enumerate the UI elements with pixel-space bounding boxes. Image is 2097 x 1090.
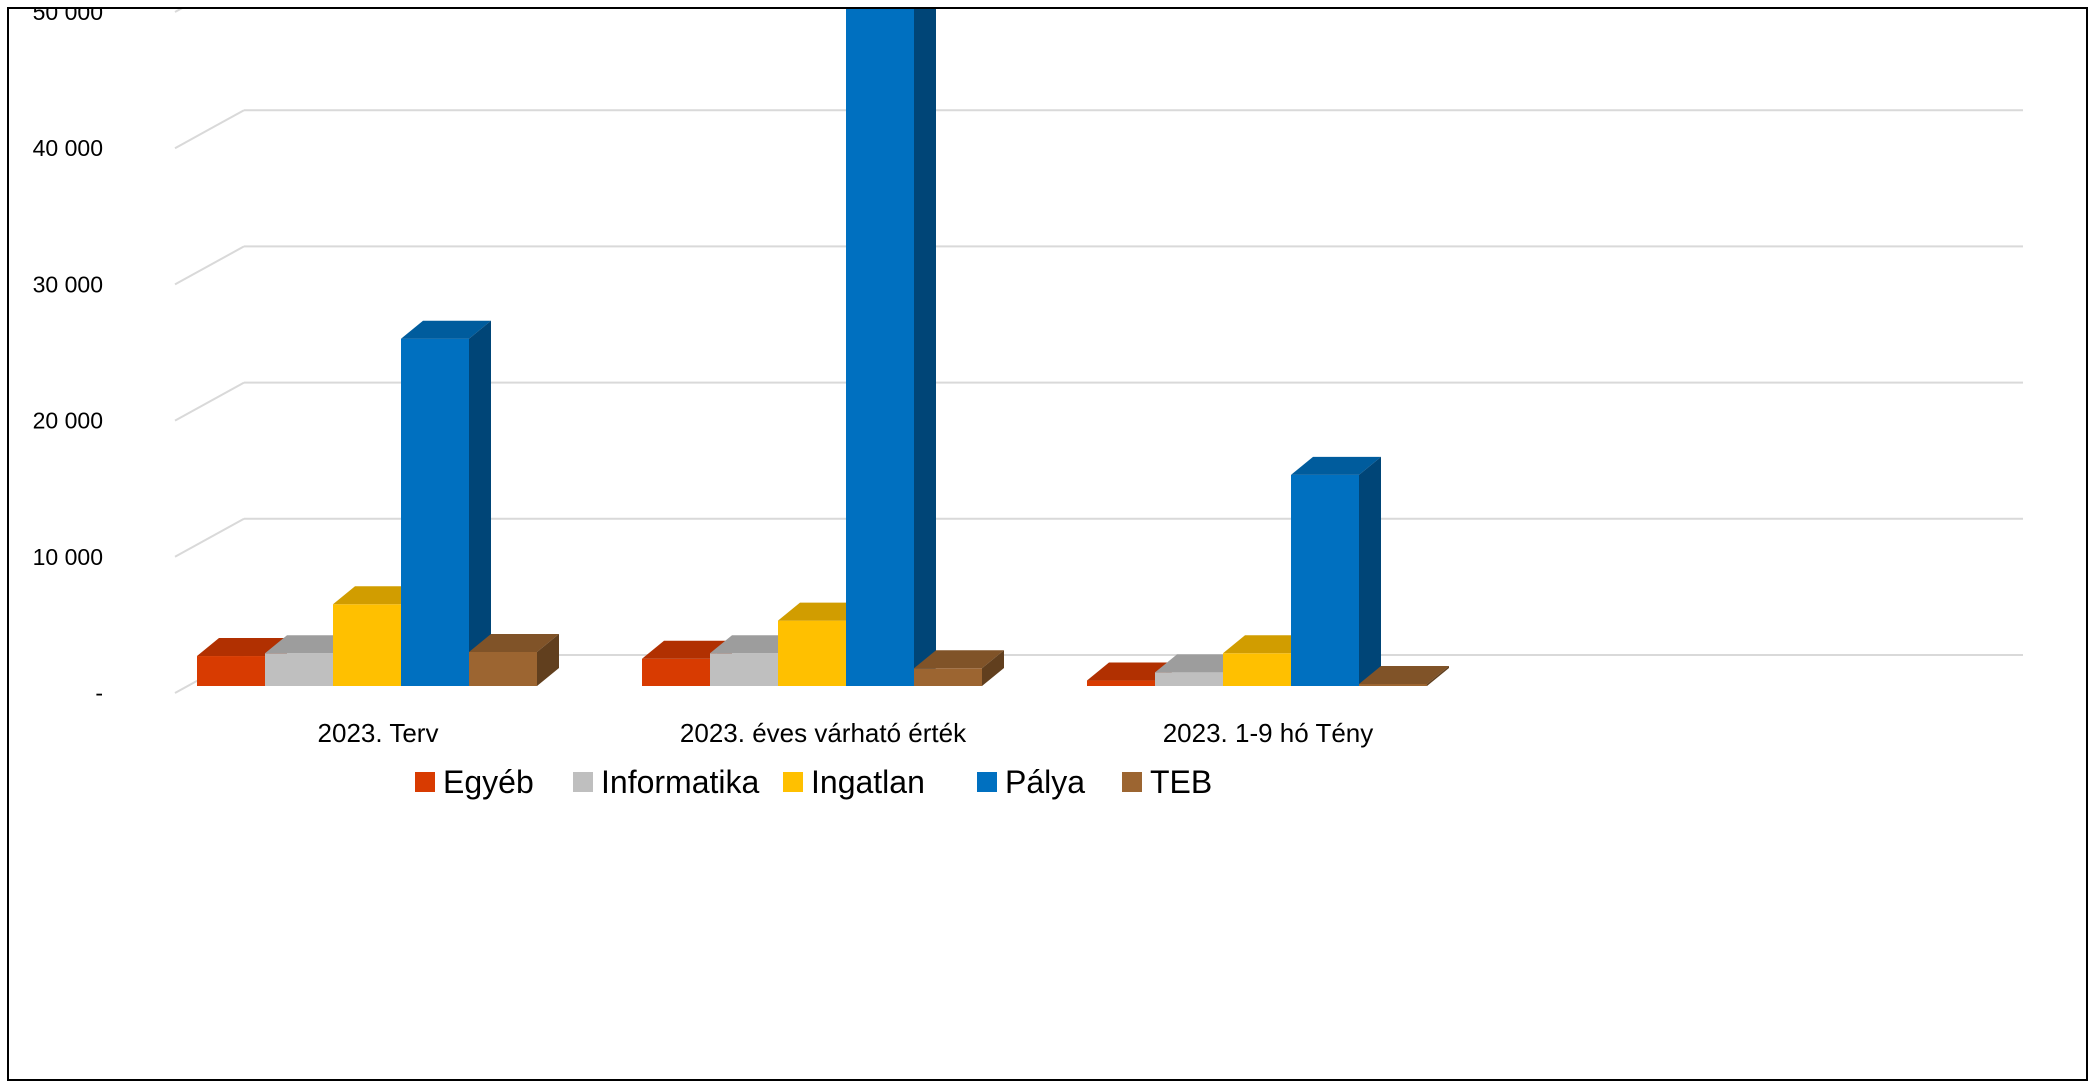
- bar-front: [1359, 683, 1427, 686]
- legend-swatch: [415, 772, 435, 792]
- gridline-diagonal: [174, 109, 245, 150]
- bar-top: [401, 320, 491, 339]
- gridline-diagonal: [174, 517, 245, 558]
- bar-top: [1087, 662, 1177, 681]
- category-label: 2023. 1-9 hó Tény: [1163, 718, 1374, 748]
- bar-front: [401, 338, 469, 686]
- bar-top: [1291, 456, 1381, 475]
- legend-swatch: [783, 772, 803, 792]
- bar-side: [537, 633, 559, 686]
- legend-label: Pálya: [1005, 764, 1085, 800]
- bar-top: [1155, 654, 1245, 673]
- legend-swatch: [573, 772, 593, 792]
- bar-side: [1359, 456, 1381, 686]
- legend-label: Informatika: [601, 764, 759, 800]
- bar-front: [333, 604, 401, 686]
- bar-top: [914, 650, 1004, 669]
- legend-label: Egyéb: [443, 764, 534, 800]
- legend-swatch: [1122, 772, 1142, 792]
- bar-side: [469, 320, 491, 686]
- y-tick-label: -: [95, 680, 103, 706]
- bar-front: [197, 656, 265, 686]
- bar-top: [333, 586, 423, 605]
- bar-top: [469, 633, 559, 652]
- bar-side: [1427, 665, 1449, 686]
- bar-front: [469, 651, 537, 686]
- bar-front: [1155, 672, 1223, 686]
- bar-top: [265, 635, 355, 654]
- bar-top: [710, 635, 800, 654]
- bar-top: [778, 602, 868, 621]
- bar-front: [1291, 474, 1359, 686]
- bar-front: [846, 9, 914, 686]
- category-label: 2023. éves várható érték: [680, 718, 967, 748]
- bar-top: [642, 640, 732, 659]
- bar-front: [914, 668, 982, 686]
- y-tick-label: 50 000: [33, 9, 103, 25]
- gridline-diagonal: [174, 381, 245, 422]
- legend-swatch: [977, 772, 997, 792]
- legend-label: Ingatlan: [811, 764, 925, 800]
- bar-top: [1359, 665, 1449, 684]
- bar-side: [914, 9, 936, 686]
- bar-side: [982, 650, 1004, 686]
- gridline-diagonal: [174, 245, 245, 286]
- bar-front: [1223, 653, 1291, 686]
- bar-top: [1223, 635, 1313, 654]
- legend-label: TEB: [1150, 764, 1212, 800]
- bar-front: [265, 653, 333, 686]
- bar-front: [642, 658, 710, 686]
- bar-front: [710, 653, 778, 686]
- y-tick-label: 20 000: [33, 408, 103, 434]
- bar-front: [778, 620, 846, 686]
- y-tick-label: 40 000: [33, 135, 103, 161]
- category-label: 2023. Terv: [318, 718, 439, 748]
- y-tick-label: 10 000: [33, 544, 103, 570]
- gridline-diagonal: [174, 9, 183, 13]
- bar-top: [197, 638, 287, 657]
- bar-front: [1087, 680, 1155, 686]
- y-tick-label: 30 000: [33, 271, 103, 297]
